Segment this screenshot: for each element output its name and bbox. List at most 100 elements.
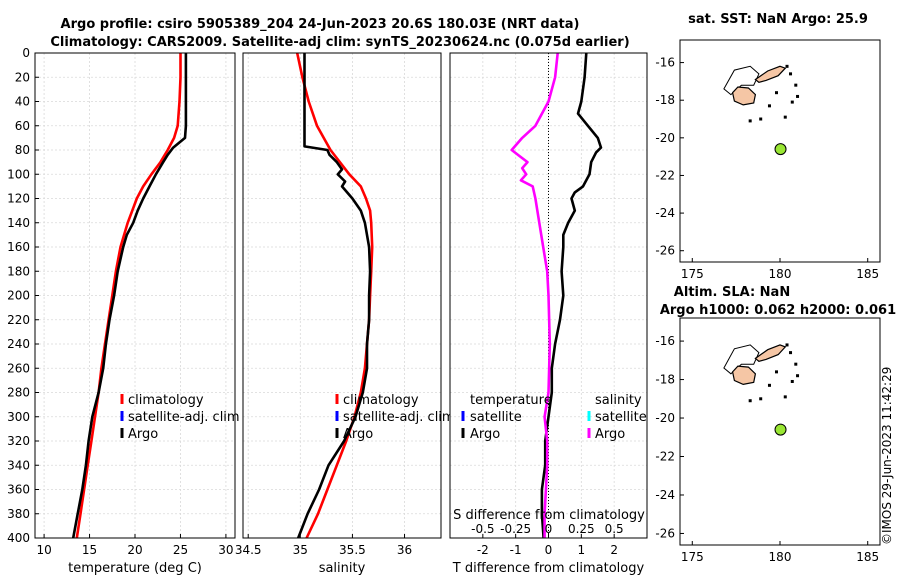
legend-label-salinity: satellite-adj. clim (343, 410, 455, 425)
map-island-viti-levu (731, 365, 757, 386)
figure-title-line-1: Argo profile: csiro 5905389_204 24-Jun-2… (61, 17, 580, 32)
figure-title-line-2: Climatology: CARS2009. Satellite-adj cli… (50, 35, 629, 50)
map-island-vanua-levu (754, 344, 787, 362)
map-small-island (767, 383, 771, 387)
y-tick-label: 260 (7, 361, 30, 375)
legend-label-temperature: climatology (128, 393, 204, 408)
map-y-tick-label: -26 (655, 526, 675, 540)
legend-title-temperature: temperature (470, 393, 552, 408)
y-tick-label: 300 (7, 410, 30, 424)
argo-float-marker (774, 423, 787, 436)
map-x-tick-label: 175 (681, 267, 704, 281)
map-y-tick-label: -20 (655, 411, 675, 425)
map-frame-map_sla (679, 317, 881, 546)
y-tick-label: 340 (7, 458, 30, 472)
y-tick-label: 40 (15, 95, 30, 109)
map-y-tick-label: -18 (655, 373, 675, 387)
y-tick-label: 220 (7, 313, 30, 327)
map-y-tick-label: -26 (655, 244, 675, 258)
y-tick-label: 100 (7, 167, 30, 181)
x-tick-label-temperature: 10 (36, 543, 51, 557)
series-line-salinity-argo (296, 53, 372, 539)
s-difference-tick-label: 0 (545, 522, 553, 536)
y-tick-label: 80 (15, 143, 30, 157)
x-tick-label-difference: 0 (545, 543, 553, 557)
x-tick-label-difference: -1 (510, 543, 522, 557)
x-tick-label-salinity: 34.5 (235, 543, 262, 557)
timestamp-label: ©IMOS 29-Jun-2023 11:42:29 (880, 366, 894, 545)
map-small-island (796, 374, 800, 378)
x-tick-label-temperature: 30 (218, 543, 233, 557)
map-y-tick-label: -16 (655, 334, 675, 348)
y-tick-label: 280 (7, 386, 30, 400)
argo-float-marker (774, 143, 787, 156)
legend-label-temperature: satellite-adj. clim (128, 410, 240, 425)
legend-title-salinity: salinity (595, 393, 642, 408)
map-small-island (789, 72, 793, 76)
map-small-island (774, 91, 778, 95)
map-y-tick-label: -20 (655, 131, 675, 145)
map-small-island (789, 351, 793, 355)
legend-label-salinity: climatology (343, 393, 419, 408)
y-tick-label: 240 (7, 337, 30, 351)
x-tick-label-temperature: 25 (173, 543, 188, 557)
y-tick-label: 200 (7, 289, 30, 303)
map-small-island (783, 115, 787, 119)
plot-frame-difference (449, 52, 648, 539)
series-line-difference-s-difference-argo (510, 52, 559, 538)
y-tick-label: 20 (15, 70, 30, 84)
map-sla-title: Altim. SLA: NaN (674, 285, 790, 300)
map-x-tick-label: 180 (769, 550, 792, 564)
x-axis-label-salinity: salinity (319, 561, 366, 576)
map-island-viti-levu (731, 86, 757, 106)
x-axis-label-difference: T difference from climatology (452, 561, 645, 576)
s-difference-tick-label: 0.5 (605, 522, 624, 536)
map-x-tick-label: 185 (856, 267, 879, 281)
y-tick-label: 0 (22, 46, 30, 60)
legend-label-temperature: satellite (470, 410, 522, 425)
plot-frame-temperature (34, 52, 236, 539)
s-difference-tick-label: -0.5 (471, 522, 494, 536)
map-x-tick-label: 180 (769, 267, 792, 281)
y-tick-label: 160 (7, 240, 30, 254)
x-tick-label-salinity: 35 (293, 543, 308, 557)
map-y-tick-label: -24 (655, 206, 675, 220)
x-tick-label-difference: -2 (477, 543, 489, 557)
map-y-tick-label: -22 (655, 450, 675, 464)
x-tick-label-temperature: 15 (82, 543, 97, 557)
legend-label-salinity: Argo (595, 427, 625, 442)
x-tick-label-salinity: 36 (397, 543, 412, 557)
map-small-island (785, 64, 789, 68)
plot-frame-salinity (242, 52, 442, 539)
series-line-temperature-climatology (75, 53, 182, 539)
map-small-island (790, 379, 794, 383)
map-sst-title: sat. SST: NaN Argo: 25.9 (688, 12, 868, 27)
map-small-island (774, 370, 778, 374)
map-x-tick-label: 185 (856, 550, 879, 564)
map-small-island (794, 362, 798, 366)
y-tick-label: 320 (7, 434, 30, 448)
x-tick-label-salinity: 35.5 (339, 543, 366, 557)
map-small-island (759, 117, 763, 121)
map-small-island (794, 83, 798, 87)
map-sla-subtitle: Argo h1000: 0.062 h2000: 0.061 (660, 303, 896, 318)
map-y-tick-label: -16 (655, 56, 675, 70)
s-difference-axis-label: S difference from climatology (453, 508, 645, 523)
x-tick-label-temperature: 20 (127, 543, 142, 557)
map-y-tick-label: -18 (655, 93, 675, 107)
legend-label-salinity: Argo (343, 427, 373, 442)
map-y-tick-label: -24 (655, 488, 675, 502)
legend-label-temperature: Argo (470, 427, 500, 442)
y-tick-label: 380 (7, 507, 30, 521)
map-small-island (790, 100, 794, 104)
x-axis-label-temperature: temperature (deg C) (68, 561, 202, 576)
map-x-tick-label: 175 (681, 550, 704, 564)
map-small-island (783, 395, 787, 399)
map-small-island (767, 104, 771, 108)
map-small-island (748, 399, 752, 403)
map-small-island (796, 94, 800, 98)
legend-label-salinity: satellite (595, 410, 647, 425)
map-island-vanua-levu (754, 65, 787, 83)
map-small-island (785, 343, 789, 347)
